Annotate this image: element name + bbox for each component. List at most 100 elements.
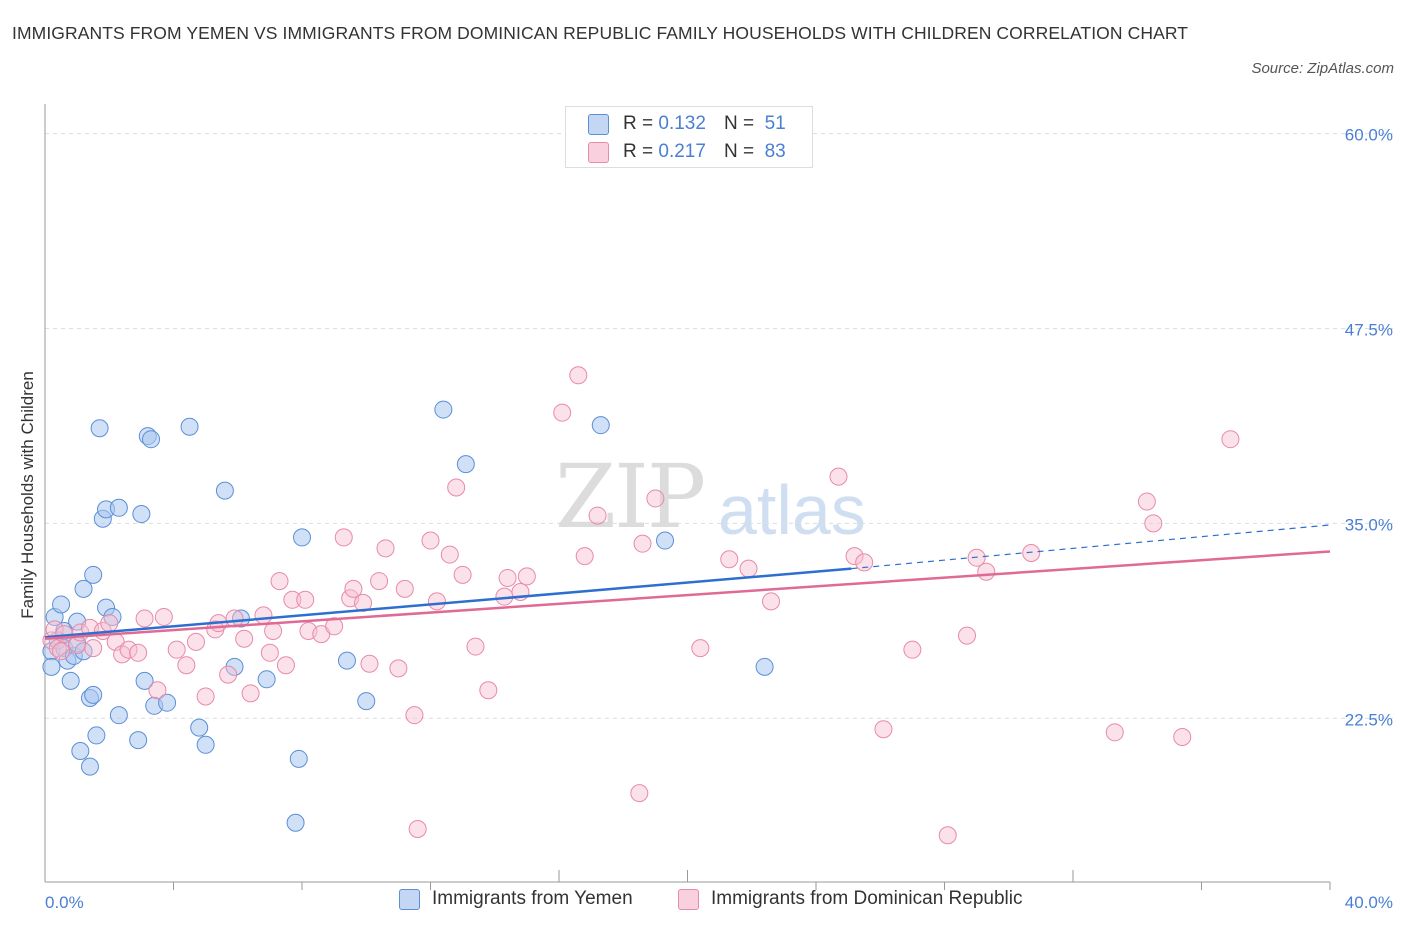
point-yemen xyxy=(84,685,103,704)
point-dr xyxy=(938,826,957,845)
point-dr xyxy=(52,642,71,661)
point-dr xyxy=(575,547,594,566)
legend-swatch-yemen xyxy=(588,113,609,135)
trend-line-yemen xyxy=(44,567,852,639)
point-yemen xyxy=(357,692,376,711)
point-dr xyxy=(283,590,302,609)
point-dr xyxy=(405,706,424,725)
point-dr xyxy=(498,568,517,587)
point-dr xyxy=(196,687,215,706)
point-yemen xyxy=(142,430,161,449)
point-yemen xyxy=(84,565,103,584)
point-dr xyxy=(517,567,536,586)
point-dr xyxy=(874,720,893,739)
point-yemen xyxy=(755,657,774,676)
point-dr xyxy=(1221,430,1240,449)
series-swatch-dr xyxy=(678,888,699,910)
point-yemen xyxy=(90,419,109,438)
point-yemen xyxy=(180,417,199,436)
series-legend-label-dr: Immigrants from Dominican Republic xyxy=(711,888,1023,909)
legend-n-value-dr: 83 xyxy=(764,141,786,162)
point-yemen xyxy=(293,528,311,547)
point-dr xyxy=(633,534,652,553)
point-dr xyxy=(376,539,395,558)
series-swatch-yemen xyxy=(399,888,420,910)
chart-title: IMMIGRANTS FROM YEMEN VS IMMIGRANTS FROM… xyxy=(12,23,1189,43)
point-dr xyxy=(360,654,379,673)
point-dr xyxy=(569,366,588,385)
point-yemen xyxy=(158,693,177,712)
point-yemen xyxy=(434,400,453,419)
point-dr xyxy=(395,579,414,598)
point-dr xyxy=(630,784,649,803)
point-dr xyxy=(1144,514,1163,533)
point-yemen xyxy=(42,657,61,676)
legend-swatch-dr xyxy=(588,141,609,163)
point-dr xyxy=(296,590,315,609)
stats-legend: R = 0.132 N = 51 R = 0.217 N = 83 xyxy=(565,106,813,168)
point-yemen xyxy=(61,671,80,690)
y-tick-label: 22.5% xyxy=(1345,710,1393,729)
point-dr xyxy=(720,550,739,569)
point-dr xyxy=(129,643,148,662)
point-yemen xyxy=(109,706,128,725)
point-yemen xyxy=(52,595,71,614)
point-yemen xyxy=(591,416,610,435)
point-yemen xyxy=(190,718,209,737)
point-dr xyxy=(466,637,485,656)
point-dr xyxy=(186,632,205,651)
legend-row-yemen: R = 0.132 N = 51 xyxy=(588,112,786,136)
point-dr xyxy=(219,665,238,684)
x-tick-label-right: 40.0% xyxy=(1345,893,1393,912)
point-dr xyxy=(389,659,408,678)
point-dr xyxy=(334,528,353,547)
point-dr xyxy=(845,547,864,566)
point-dr xyxy=(177,656,196,675)
point-dr xyxy=(276,656,295,675)
point-dr xyxy=(260,643,279,662)
point-dr xyxy=(1137,492,1156,511)
legend-r-value-dr: 0.217 xyxy=(658,141,706,162)
series-legend: Immigrants from Yemen Immigrants from Do… xyxy=(0,888,1406,916)
trend-line-yemen-extension xyxy=(851,524,1331,570)
legend-row-dr: R = 0.217 N = 83 xyxy=(588,140,786,164)
point-dr xyxy=(1173,727,1192,746)
point-dr xyxy=(739,559,758,578)
legend-n-value-yemen: 51 xyxy=(764,113,786,134)
point-yemen xyxy=(87,726,106,745)
legend-n-label-yemen: N = xyxy=(723,113,755,134)
point-yemen xyxy=(74,579,93,598)
legend-r-label-yemen: R = xyxy=(623,113,654,134)
point-dr xyxy=(1105,723,1124,742)
series-legend-item-yemen: Immigrants from Yemen xyxy=(399,888,633,910)
point-dr xyxy=(344,579,363,598)
trend-line-dr xyxy=(44,550,1331,641)
point-dr xyxy=(154,607,173,626)
point-yemen xyxy=(456,455,475,474)
point-dr xyxy=(148,681,167,700)
y-tick-label: 47.5% xyxy=(1345,320,1393,339)
point-dr xyxy=(427,592,446,611)
point-dr xyxy=(762,592,781,611)
point-dr xyxy=(264,621,283,640)
series-legend-item-dr: Immigrants from Dominican Republic xyxy=(678,888,1023,910)
point-yemen xyxy=(132,505,151,524)
point-dr xyxy=(977,562,996,581)
watermark-atlas: atlas xyxy=(718,471,866,549)
point-yemen xyxy=(109,498,128,517)
point-dr xyxy=(270,572,289,591)
x-tick-label-left: 0.0% xyxy=(45,893,84,912)
point-dr xyxy=(100,614,119,633)
point-dr xyxy=(421,531,440,550)
point-yemen xyxy=(215,481,234,500)
y-tick-label: 60.0% xyxy=(1345,126,1393,145)
point-yemen xyxy=(71,742,90,761)
point-yemen xyxy=(257,670,276,689)
point-yemen xyxy=(656,531,675,550)
point-dr xyxy=(691,639,710,658)
point-dr xyxy=(829,467,848,486)
point-yemen xyxy=(135,671,154,690)
point-dr xyxy=(1022,544,1041,563)
watermark-zip: ZIP xyxy=(555,445,706,548)
